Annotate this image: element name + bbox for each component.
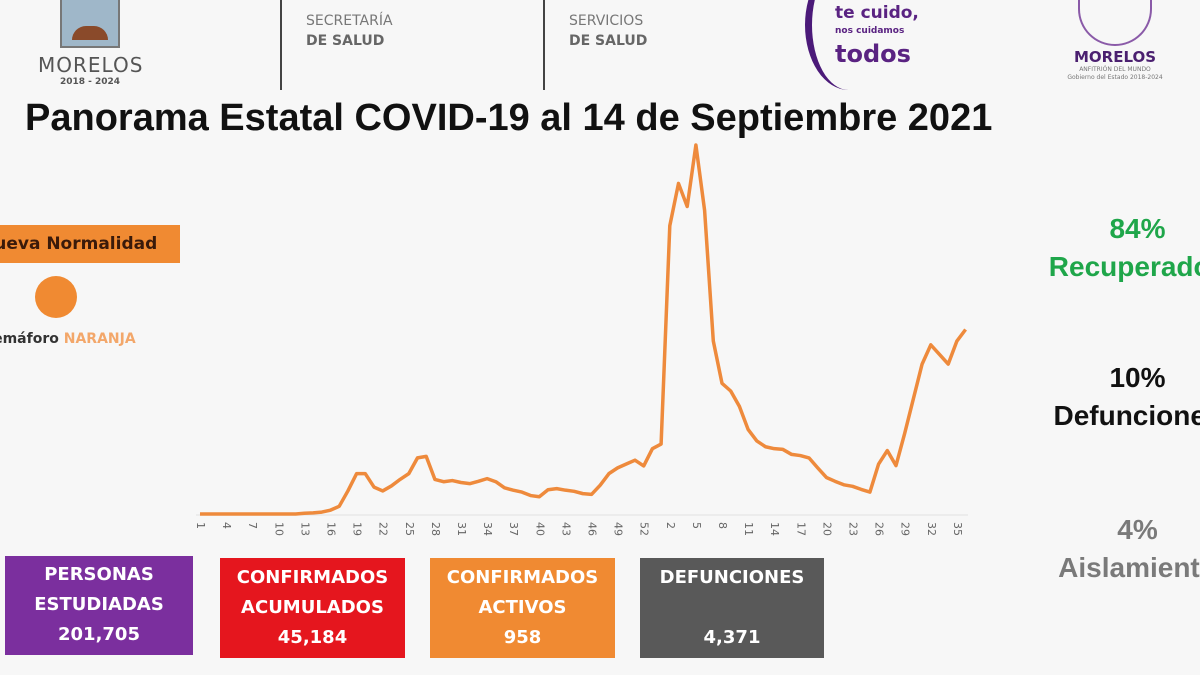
stat-value: 4,371 <box>703 627 761 648</box>
secretaria-logo: SECRETARÍA DE SALUD <box>306 11 393 51</box>
outcome-label: Recuperados <box>1048 251 1200 282</box>
logo-name: MORELOS <box>38 53 144 77</box>
arc-icon <box>805 0 892 90</box>
phase-badge: Nueva Normalidad <box>0 225 180 263</box>
stat-value: 958 <box>503 627 542 648</box>
stat-line2: ACUMULADOS <box>241 597 384 618</box>
outcome-percent: 84% <box>1109 213 1166 244</box>
x-tick-label: 14 <box>768 522 781 536</box>
semaforo-dot-icon <box>35 276 77 318</box>
stat-confirmados-activos: CONFIRMADOS ACTIVOS 958 <box>430 558 615 658</box>
semaforo-text: Semáforo NARANJA <box>0 330 136 348</box>
lotus-icon <box>1078 0 1152 46</box>
servicios-line1: SERVICIOS <box>569 13 644 29</box>
stat-line2: ESTUDIADAS <box>34 594 164 615</box>
x-tick-label: 35 <box>951 522 964 536</box>
x-tick-label: 49 <box>612 522 625 536</box>
outcome-aislamiento: 4% Aislamiento <box>1030 514 1200 584</box>
x-tick-label: 19 <box>351 522 364 536</box>
x-tick-label: 5 <box>690 522 703 529</box>
secretaria-line2: DE SALUD <box>306 33 385 49</box>
x-tick-label: 2 <box>664 522 677 529</box>
x-tick-label: 4 <box>220 522 233 529</box>
gobierno-logo: MORELOS ANFITRIÓN DEL MUNDO Gobierno del… <box>1060 0 1170 82</box>
x-tick-label: 7 <box>246 522 259 529</box>
servicios-line2: DE SALUD <box>569 33 648 49</box>
campaign-line3: todos <box>835 40 911 68</box>
x-tick-label: 13 <box>298 522 311 536</box>
campaign-line2: nos cuidamos <box>835 26 905 36</box>
servicios-logo: SERVICIOS DE SALUD <box>569 11 647 51</box>
stat-line1: DEFUNCIONES <box>659 567 805 588</box>
outcome-label: Aislamiento <box>1058 552 1200 583</box>
secretaria-line1: SECRETARÍA <box>306 13 393 29</box>
coat-of-arms-icon <box>60 0 120 48</box>
stat-line2 <box>640 593 824 623</box>
outcome-label: Defunciones <box>1053 400 1200 431</box>
series-line <box>200 143 967 516</box>
gobierno-name: MORELOS <box>1073 48 1157 66</box>
x-tick-label: 26 <box>873 522 886 536</box>
gobierno-sub2: Gobierno del Estado 2018-2024 <box>1067 74 1163 81</box>
x-tick-label: 22 <box>377 522 390 536</box>
phase-label: Nueva Normalidad <box>0 234 158 254</box>
x-tick-label: 23 <box>847 522 860 536</box>
x-tick-label: 37 <box>507 522 520 536</box>
stat-value: 201,705 <box>58 624 140 645</box>
x-tick-label: 20 <box>820 522 833 536</box>
divider <box>280 0 282 90</box>
stat-confirmados-acumulados: CONFIRMADOS ACUMULADOS 45,184 <box>220 558 405 658</box>
semaforo-label: Semáforo <box>0 331 59 347</box>
x-tick-label: 28 <box>429 522 442 536</box>
outcome-percent: 4% <box>1117 514 1158 545</box>
logo-years: 2018 - 2024 <box>59 77 121 87</box>
stat-line1: PERSONAS <box>44 564 154 585</box>
stat-value: 45,184 <box>277 627 348 648</box>
campaign-logo: te cuido, nos cuidamos todos <box>805 0 935 92</box>
x-tick-label: 43 <box>559 522 572 536</box>
active-cases-chart: 1 4 7 10 13 16 19 22 25 28 31 34 37 40 43 46 49 52 2 5 8 11 14… <box>194 143 968 536</box>
campaign-line1: te cuido, <box>835 3 919 23</box>
outcome-defunciones: 10% Defunciones <box>1030 362 1200 432</box>
stat-line1: CONFIRMADOS <box>236 567 389 588</box>
x-tick-label: 1 <box>194 522 207 529</box>
x-tick-label: 25 <box>403 522 416 536</box>
x-tick-label: 40 <box>533 522 546 536</box>
stat-line2: ACTIVOS <box>478 597 567 618</box>
x-tick-label: 17 <box>794 522 807 536</box>
x-tick-label: 46 <box>586 522 599 536</box>
x-tick-label: 29 <box>899 522 912 536</box>
outcome-recuperados: 84% Recuperados <box>1030 213 1200 283</box>
x-tick-label: 34 <box>481 522 494 536</box>
stat-defunciones: DEFUNCIONES 4,371 <box>640 558 824 658</box>
outcome-percent: 10% <box>1109 362 1166 393</box>
x-tick-label: 11 <box>742 522 755 536</box>
x-tick-label: 10 <box>272 522 285 536</box>
x-tick-label: 31 <box>455 522 468 536</box>
semaforo-color-name: NARANJA <box>63 331 136 347</box>
divider <box>543 0 545 90</box>
x-tick-label: 32 <box>925 522 938 536</box>
gobierno-sub1: ANFITRIÓN DEL MUNDO <box>1079 66 1151 73</box>
stat-personas-estudiadas: PERSONAS ESTUDIADAS 201,705 <box>5 556 193 655</box>
page-title: Panorama Estatal COVID-19 al 14 de Septi… <box>25 97 993 139</box>
x-tick-label: 8 <box>716 522 729 529</box>
x-tick-label: 16 <box>325 522 338 536</box>
morelos-logo: MORELOS 2018 - 2024 <box>38 0 142 88</box>
stat-line1: CONFIRMADOS <box>446 567 599 588</box>
x-tick-label: 52 <box>638 522 651 536</box>
